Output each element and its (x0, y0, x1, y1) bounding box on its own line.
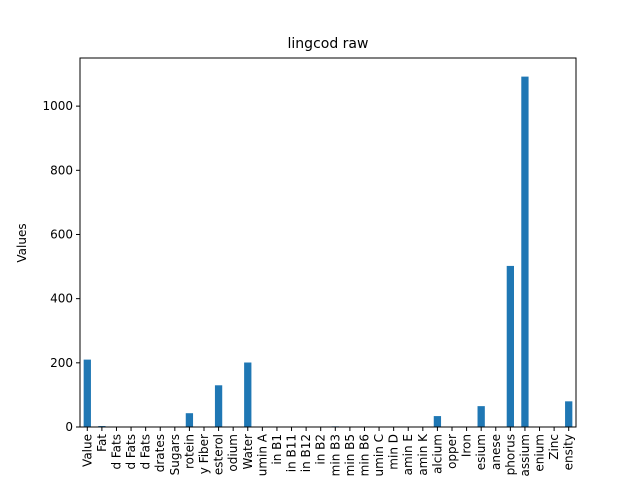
x-tick-label: d Fats (139, 434, 153, 470)
x-tick-label: anese (489, 434, 503, 470)
y-axis-label: Values (15, 223, 29, 262)
x-tick-label: min B6 (357, 434, 371, 476)
x-tick-label: amin K (416, 433, 430, 476)
bar (565, 401, 573, 427)
x-tick-label: opper (445, 434, 459, 469)
x-tick-label: amin E (401, 434, 415, 475)
x-tick-label: min B3 (328, 434, 342, 476)
x-tick-label: rotein (182, 434, 196, 469)
x-tick-label: Zinc (547, 434, 561, 460)
x-tick-label: esterol (212, 434, 226, 475)
y-tick-label: 800 (50, 163, 73, 177)
y-tick-label: 1000 (42, 99, 73, 113)
x-tick-label: odium (226, 434, 240, 472)
bar (433, 416, 442, 427)
x-tick-label: Value (80, 434, 94, 467)
bar (244, 362, 252, 427)
bar (214, 385, 223, 427)
x-tick-label: alcium (430, 434, 444, 474)
bars-group (83, 76, 573, 428)
x-tick-label: assium (518, 434, 532, 477)
x-tick-label: umin C (372, 434, 386, 476)
x-tick-label: Water (241, 434, 255, 470)
y-tick-label: 200 (50, 356, 73, 370)
plot-frame (79, 57, 577, 428)
x-tick-label: d Fats (124, 434, 138, 470)
bar (477, 406, 485, 427)
y-tick-label: 400 (50, 292, 73, 306)
x-tick-label: esium (474, 434, 488, 470)
bar (83, 359, 91, 427)
x-tick-label: d Fats (109, 434, 123, 470)
x-tick-label: in B12 (299, 434, 313, 472)
x-tick-label: in B1 (270, 434, 284, 465)
chart-title: lingcod raw (288, 36, 369, 52)
x-tick-label: in B11 (285, 434, 299, 472)
y-tick-label: 600 (50, 227, 73, 241)
y-axis: 0 200 400 600 800 1000 (42, 99, 80, 434)
x-tick-label: umin A (255, 433, 269, 476)
x-tick-label: Sugars (168, 434, 182, 475)
x-tick-label: drates (153, 434, 167, 472)
x-tick-label: in B2 (314, 434, 328, 465)
y-tick-label: 0 (65, 420, 73, 434)
x-tick-label: min D (387, 434, 401, 470)
x-tick-label: Iron (460, 434, 474, 457)
x-tick-label: min B5 (343, 434, 357, 476)
x-tick-label: y Fiber (197, 434, 211, 474)
x-tick-label: phorus (503, 434, 517, 475)
x-tick-label: Fat (95, 434, 109, 452)
bar (506, 265, 514, 427)
x-tick-label: ensity (562, 434, 576, 470)
x-tick-label: enium (533, 434, 547, 472)
x-axis: Value Fat d Fats d Fats d Fats drates Sugars ro… (80, 427, 576, 477)
bar (521, 76, 529, 428)
bar (185, 413, 194, 427)
